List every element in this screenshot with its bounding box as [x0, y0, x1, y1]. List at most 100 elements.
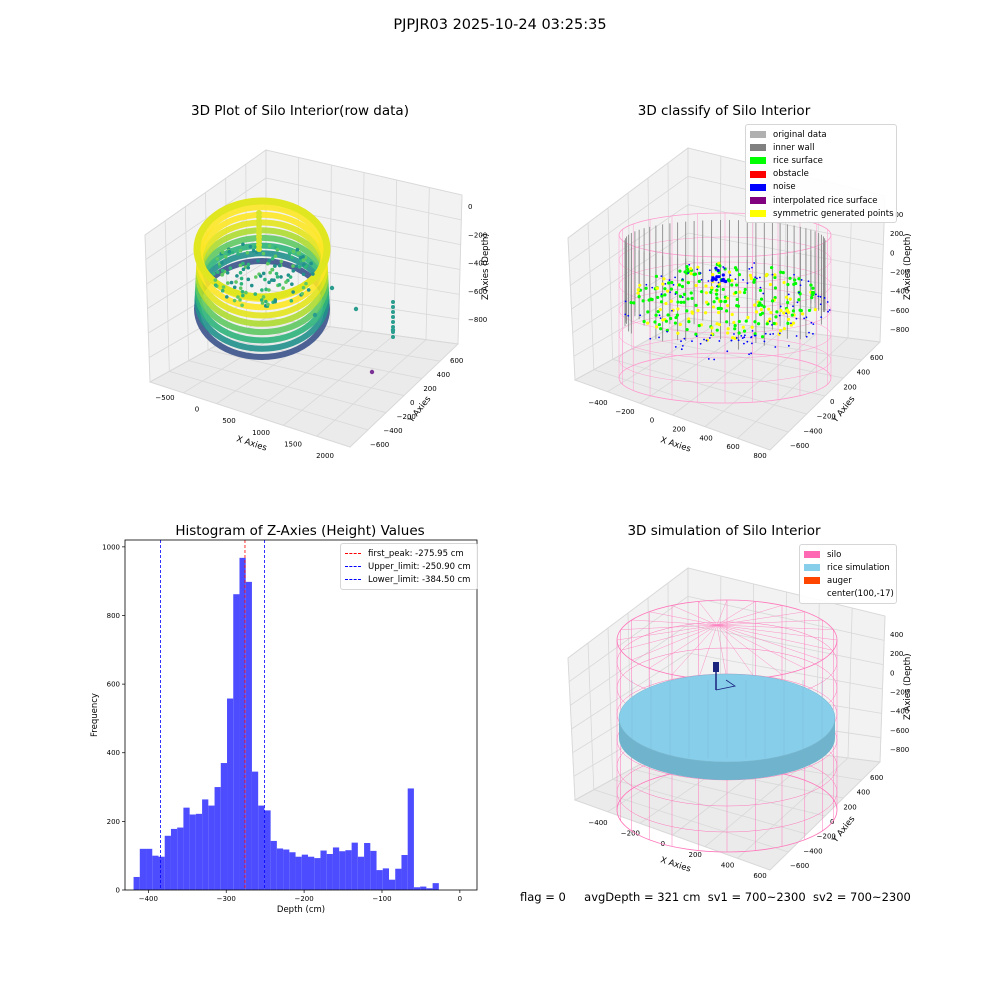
noise-point	[681, 296, 684, 298]
legend-item-symmetric: symmetric generated points	[750, 207, 894, 220]
surface-point	[697, 324, 701, 328]
surface-point	[667, 281, 671, 285]
legend-label: interpolated rice surface	[773, 195, 878, 206]
noise-point	[672, 283, 675, 286]
raw-point	[275, 275, 280, 279]
raw-point	[251, 248, 256, 253]
surface-point	[717, 261, 721, 265]
surface-point	[734, 283, 739, 287]
surface-point	[756, 322, 761, 326]
legend-label: first_peak: -275.95 cm	[368, 548, 464, 559]
noise-point	[716, 268, 720, 273]
noise-point	[743, 342, 745, 345]
surface-point	[654, 274, 659, 278]
surface-point	[762, 305, 766, 309]
surface-point	[735, 297, 739, 302]
surface-point	[663, 293, 667, 297]
raw-point	[284, 280, 288, 284]
tick-label: −600	[890, 727, 909, 735]
raw-point	[274, 271, 279, 276]
raw-point	[244, 290, 248, 295]
histogram-bar	[251, 771, 259, 890]
surface-point	[697, 279, 701, 284]
noise-point	[795, 335, 798, 337]
noise-point	[714, 266, 718, 270]
surface-point	[694, 283, 698, 288]
noise-point	[674, 276, 676, 279]
surface-point	[738, 290, 742, 294]
histogram-bar	[401, 855, 408, 890]
noise-point	[624, 313, 627, 316]
tick-label: 600	[450, 357, 463, 365]
legend-label: inner wall	[773, 142, 815, 153]
legend-item-inner-wall: inner wall	[750, 141, 892, 154]
noise-point	[729, 274, 732, 277]
raw-point	[267, 258, 271, 263]
silo-wire	[631, 619, 718, 626]
surface-point	[715, 288, 719, 292]
histogram-bar	[152, 855, 159, 890]
tick-label: 400	[857, 369, 870, 377]
surface-point	[686, 297, 690, 301]
noise-point	[699, 342, 702, 345]
noise-point	[779, 305, 782, 308]
noise-point	[688, 263, 691, 266]
surface-point	[721, 287, 725, 292]
grid-line	[568, 176, 689, 262]
surface-point	[675, 313, 679, 317]
noise-point	[807, 280, 810, 283]
noise-point	[713, 358, 716, 361]
flag-text: flag = 0	[520, 890, 566, 904]
surface-point	[809, 283, 813, 287]
grid-line	[144, 149, 267, 236]
outlier-point	[329, 285, 335, 291]
surface-point	[674, 315, 678, 320]
tick-label: 0	[116, 887, 120, 895]
tick-label: −800	[890, 326, 909, 334]
surface-point	[770, 299, 775, 303]
raw-point	[291, 249, 296, 254]
surface-point	[743, 287, 747, 292]
tick-label: −400	[890, 708, 909, 716]
surface-point	[690, 296, 694, 300]
legend-swatch	[750, 131, 766, 139]
tick-label: 0	[410, 399, 414, 407]
surface-point	[687, 317, 691, 321]
silo-wire	[716, 605, 783, 626]
surface-point	[704, 291, 709, 295]
histogram-bar	[258, 805, 265, 890]
noise-point	[696, 268, 699, 271]
legend-item-silo: silo	[804, 548, 892, 561]
legend-swatch	[750, 183, 766, 191]
surface-point	[734, 290, 738, 295]
raw-point	[291, 290, 295, 294]
silo-wire	[716, 624, 838, 641]
grid-line	[879, 615, 886, 763]
tick-label: −600	[468, 288, 487, 296]
noise-point	[624, 300, 627, 303]
histogram-bar	[195, 813, 203, 890]
tick-label: 200	[107, 818, 120, 826]
surface-point	[741, 325, 745, 329]
legend-item-rice-sim: rice simulation	[804, 561, 892, 574]
tick-label: 600	[870, 354, 883, 362]
noise-point	[823, 297, 826, 299]
surface-point	[730, 336, 735, 340]
outlier-point	[312, 312, 318, 318]
surface-point	[726, 331, 730, 335]
tick-label: 0	[890, 669, 894, 677]
surface-point	[726, 327, 730, 331]
raw-point	[223, 255, 228, 259]
histogram-bar	[208, 805, 215, 890]
raw-point	[275, 248, 280, 252]
tick-label: −600	[790, 862, 809, 870]
surface-point	[655, 286, 659, 290]
noise-point	[742, 278, 744, 281]
surface-point	[725, 320, 729, 324]
silo-wire	[649, 611, 718, 626]
noise-point	[790, 322, 792, 325]
surface-point	[758, 288, 763, 293]
noise-point	[812, 323, 815, 326]
